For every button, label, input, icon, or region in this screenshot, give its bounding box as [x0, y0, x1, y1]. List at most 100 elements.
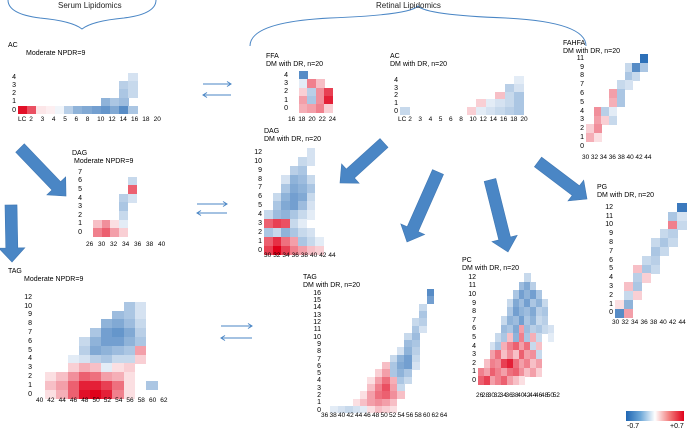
- ret-pc-cell: [489, 367, 496, 377]
- ret-tag-cell: [404, 369, 413, 377]
- serum-tag-x-tick: 52: [103, 397, 112, 404]
- ret-pc-cell: [541, 298, 548, 308]
- ret-pc-x-tick: 34: [499, 392, 507, 399]
- serum-tag-cell: [56, 372, 68, 382]
- ret-dag-cell: [281, 245, 290, 256]
- serum-tag-y-tick: 0: [28, 390, 32, 398]
- ret-fahfa-cell: [639, 54, 648, 64]
- serum-dag-x-tick: 32: [110, 241, 118, 248]
- ret-pg-cell: [650, 247, 660, 257]
- ret-pc-cell: [530, 350, 537, 360]
- ret-dag-cell: [306, 192, 316, 202]
- ret-ac-cell: [400, 107, 410, 116]
- ret-fahfa-y-tick: 0: [580, 142, 584, 150]
- legend-min-label: -0.7: [627, 423, 640, 430]
- ret-pc-cell: [524, 324, 531, 334]
- ret-pc-cell: [530, 324, 537, 334]
- serum-tag-cell: [101, 319, 113, 329]
- ret-pc-cell: [524, 307, 531, 317]
- ret-tag-cell: [397, 369, 405, 377]
- ret-dag-y-tick: 10: [254, 157, 262, 165]
- ret-pg-cell: [659, 247, 669, 257]
- ret-ffa-y-tick: 2: [284, 88, 288, 96]
- ret-pc-cell: [541, 316, 548, 325]
- ret-pg-cell: [615, 308, 625, 318]
- serum-tag-cell: [123, 372, 136, 382]
- ret-pc-cell: [524, 281, 531, 291]
- serum-dag-x-tick: 38: [146, 241, 154, 248]
- serum-ac-x-tick: 6: [74, 116, 79, 123]
- ret-tag-cell: [374, 383, 383, 392]
- ret-pc-cell: [483, 376, 490, 386]
- ret-fahfa-cell: [616, 80, 625, 90]
- ret-tag-y-tick: 6: [317, 362, 321, 370]
- ret-ffa-y-tick: 1: [284, 96, 288, 104]
- serum-tag-y-tick: 1: [28, 381, 32, 389]
- ret-pc-cell: [512, 290, 519, 300]
- ret-pc-cell: [530, 359, 537, 368]
- ret-pc-y-tick: 6: [472, 325, 476, 333]
- serum-dag-cell: [119, 219, 129, 229]
- ret-ac-y-tick: 4: [394, 76, 398, 84]
- ret-pg-cell: [615, 299, 625, 309]
- serum-tag-cell: [67, 372, 80, 382]
- ret-ffa-cell: [298, 87, 308, 97]
- ret-tag-x-tick: 48: [372, 412, 380, 419]
- ret-tag-cell: [382, 376, 390, 385]
- ret-ffa-subtitle: DM with DR, n=20: [266, 61, 323, 68]
- ret-dag-cell: [264, 210, 273, 220]
- ret-tag-x-tick: 38: [329, 412, 337, 419]
- ret-pc-cell: [489, 359, 496, 368]
- ret-pg-y-tick: 12: [605, 203, 613, 211]
- ret-pc-subtitle: DM with DR, n=20: [462, 265, 519, 272]
- serum-tag-cell: [123, 354, 136, 364]
- serum-dag-x-tick: 30: [98, 241, 106, 248]
- ret-dag-cell: [306, 245, 316, 256]
- serum-tag-cell: [134, 319, 147, 329]
- serum-tag-y-tick: 8: [28, 320, 32, 328]
- ret-ffa-title: FFA: [266, 53, 279, 60]
- ret-dag-cell: [298, 210, 307, 220]
- ret-pc-cell: [530, 341, 537, 351]
- ret-fahfa-title: FAHFA: [563, 40, 586, 47]
- arrow-serum-ac-to-dag: [15, 143, 67, 197]
- arrow-ac-left: [202, 92, 231, 98]
- serum-ac-cell: [110, 105, 120, 115]
- ret-fahfa-cell: [609, 106, 618, 116]
- ret-pc-cell: [530, 281, 537, 291]
- serum-ac-cell: [54, 105, 65, 115]
- ret-pg-y-tick: 3: [609, 283, 613, 290]
- ret-dag-cell: [298, 219, 307, 229]
- ret-pc-cell: [536, 324, 543, 334]
- ret-tag-cell: [411, 332, 420, 341]
- ret-tag-cell: [426, 296, 435, 304]
- ret-pc-cell: [536, 341, 543, 351]
- ret-tag-cell: [382, 369, 390, 377]
- ret-ac-x-tick: 5: [438, 116, 443, 123]
- serum-dag-cell: [110, 228, 120, 238]
- ret-pc-cell: [501, 376, 508, 386]
- ret-tag-x-tick: 40: [338, 412, 346, 419]
- ret-dag-cell: [281, 228, 290, 238]
- serum-ac-cell: [64, 105, 74, 115]
- ret-tag-cell: [382, 383, 390, 392]
- serum-tag-cell: [45, 389, 57, 399]
- ret-pc-cell: [495, 376, 502, 386]
- ret-ffa-cell: [315, 104, 325, 113]
- ret-ac-y-tick: 1: [394, 100, 398, 108]
- ret-ffa-cell: [298, 71, 308, 80]
- arrow-retinal-to-tag: [400, 169, 444, 243]
- ret-pc-cell: [512, 350, 519, 360]
- ret-ffa-x-tick: 16: [288, 116, 296, 123]
- ret-pg-x-tick: 32: [621, 319, 629, 326]
- ret-tag-y-tick: 8: [317, 348, 321, 356]
- ret-tag-cell: [367, 391, 376, 399]
- ret-pg-cell: [641, 255, 651, 265]
- serum-ac-cell: [18, 105, 28, 115]
- ret-pc-cell: [501, 367, 508, 377]
- ret-tag-y-tick: 4: [317, 377, 321, 385]
- ret-pc-cell: [536, 298, 543, 308]
- ret-dag-cell: [289, 237, 299, 247]
- ret-ac-cell: [476, 107, 486, 116]
- ret-pc-y-tick: 3: [472, 351, 476, 359]
